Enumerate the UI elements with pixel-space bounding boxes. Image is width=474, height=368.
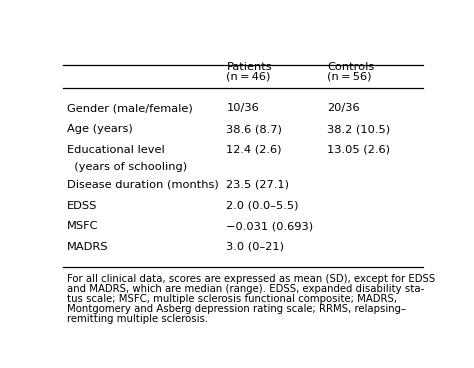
Text: Disease duration (months): Disease duration (months) [66,180,219,190]
Text: 38.6 (8.7): 38.6 (8.7) [227,124,283,134]
Text: Montgomery and Asberg depression rating scale; RRMS, relapsing–: Montgomery and Asberg depression rating … [66,304,406,314]
Text: 13.05 (2.6): 13.05 (2.6) [328,145,391,155]
Text: 20/36: 20/36 [328,103,360,113]
Text: remitting multiple sclerosis.: remitting multiple sclerosis. [66,315,208,325]
Text: 38.2 (10.5): 38.2 (10.5) [328,124,391,134]
Text: Age (years): Age (years) [66,124,132,134]
Text: (years of schooling): (years of schooling) [66,162,187,172]
Text: MADRS: MADRS [66,242,108,252]
Text: 2.0 (0.0–5.5): 2.0 (0.0–5.5) [227,201,299,210]
Text: tus scale; MSFC, multiple sclerosis functional composite; MADRS,: tus scale; MSFC, multiple sclerosis func… [66,294,397,304]
Text: Gender (male/female): Gender (male/female) [66,103,192,113]
Text: 10/36: 10/36 [227,103,259,113]
Text: EDSS: EDSS [66,201,97,210]
Text: and MADRS, which are median (range). EDSS, expanded disability sta-: and MADRS, which are median (range). EDS… [66,284,424,294]
Text: Educational level: Educational level [66,145,164,155]
Text: −0.031 (0.693): −0.031 (0.693) [227,221,313,231]
Text: 3.0 (0–21): 3.0 (0–21) [227,242,284,252]
Text: For all clinical data, scores are expressed as mean (SD), except for EDSS: For all clinical data, scores are expres… [66,274,435,284]
Text: 23.5 (27.1): 23.5 (27.1) [227,180,290,190]
Text: Controls: Controls [328,63,374,72]
Text: MSFC: MSFC [66,221,98,231]
Text: (n = 56): (n = 56) [328,71,372,82]
Text: 12.4 (2.6): 12.4 (2.6) [227,145,282,155]
Text: (n = 46): (n = 46) [227,71,271,82]
Text: Patients: Patients [227,63,272,72]
